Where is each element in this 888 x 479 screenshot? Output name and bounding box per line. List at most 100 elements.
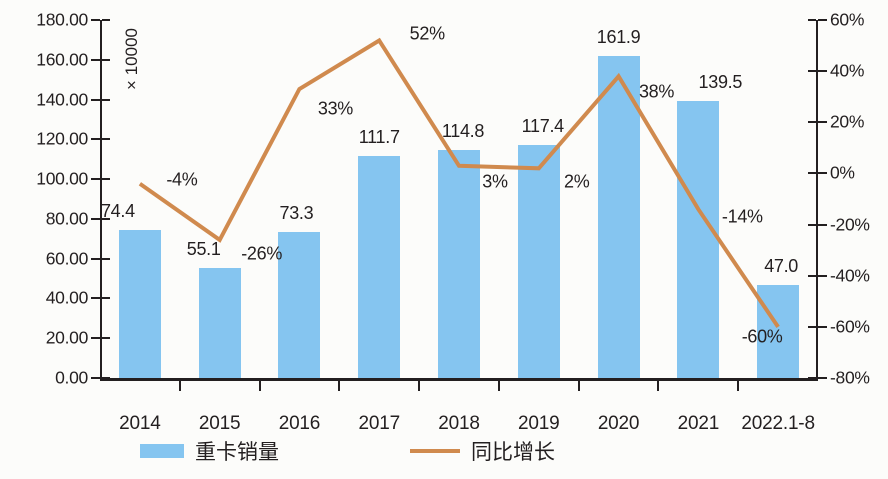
y-axis-left-tick [91,19,100,21]
line-value-label: 38% [638,81,675,102]
y-axis-left-label: 60.00 [45,248,89,269]
bar-value-label: 114.8 [441,120,485,141]
y-axis-left-label: 0.00 [55,367,88,388]
bar-value-label: 73.3 [279,203,314,224]
y-axis-right-tick-inner [808,377,816,379]
y-axis-right-tick [818,377,827,379]
y-axis-right-tick-inner [808,325,816,328]
bar-value-label: 111.7 [358,126,400,147]
line-value-label: 2% [564,171,590,192]
bar[interactable] [118,230,161,378]
y-axis-left-label: 160.00 [36,49,88,70]
x-axis-tick [178,381,181,391]
y-axis-right-line [816,20,818,381]
line-value-label: -14% [721,206,763,227]
y-axis-left-tick [91,178,100,181]
line-value-label: 3% [482,171,508,192]
bar[interactable] [358,155,401,378]
bar-value-label: 55.1 [186,239,221,260]
bar[interactable] [677,100,720,378]
y-axis-right-tick [818,70,827,73]
x-axis-tick [338,381,341,391]
y-axis-left-tick-inner [102,138,110,141]
bar-value-label: 74.4 [100,201,135,222]
line-series [138,37,780,329]
bar-value-label: 117.4 [521,115,565,136]
line-value-label: -26% [241,243,283,264]
y-axis-right-tick [818,121,827,124]
line-value-label: -60% [741,326,783,347]
y-axis-left-tick-inner [102,257,110,260]
y-axis-right-label: -20% [830,214,870,235]
y-axis-left-tick-inner [102,217,110,220]
x-axis-tick [497,381,500,391]
x-axis-tick-label: 2017 [358,413,400,434]
bar[interactable] [517,144,560,378]
bar[interactable] [278,232,321,378]
line-value-label: 33% [317,98,354,119]
bar-value-label: 139.5 [698,71,743,92]
bar[interactable] [438,149,480,378]
x-axis-tick-label: 2014 [119,413,161,434]
legend-swatch-bar-icon [140,444,184,458]
bar-value-label: 47.0 [764,255,799,276]
x-axis-tick-label: 2016 [278,413,321,434]
x-axis-tick [418,381,421,391]
y-axis-right-label: -80% [830,367,870,388]
legend-label-bar: 重卡销量 [195,440,279,464]
chart-legend: 重卡销量 同比增长 [0,432,888,472]
y-axis-right-tick [818,19,827,21]
y-axis-left-tick-inner [102,58,110,61]
bar-value-label: 161.9 [596,26,641,47]
y-axis-right-tick-inner [808,172,816,175]
y-axis-right-tick-inner [808,274,816,277]
bar[interactable] [198,268,241,378]
legend-swatch-line-icon [410,449,460,453]
bar[interactable] [597,56,640,378]
growth-line-path [138,37,780,329]
y-axis-left-label: 100.00 [36,168,88,189]
y-axis-left-label: 40.00 [45,287,89,308]
y-axis-left-tick [91,58,100,61]
x-axis-tick-label: 2022.1-8 [741,413,815,434]
y-axis-left-line [100,20,102,381]
y-axis-left-tick [91,337,100,340]
y-axis-right-label: 60% [830,9,865,30]
y-axis-left-label: 140.00 [36,89,88,110]
y-axis-right-label: -40% [830,265,870,286]
y-axis-left-tick-inner [102,297,110,300]
x-axis-line [100,378,818,381]
legend-item-line[interactable]: 同比增长 [410,436,555,466]
y-axis-left-label: 120.00 [36,128,88,149]
x-axis-tick [577,381,580,391]
y-axis-left-tick [91,297,100,300]
y-axis-right-tick [818,274,827,277]
x-axis-tick-label: 2019 [518,413,560,434]
x-axis-tick-label: 2015 [198,413,241,434]
y-axis-left-tick [91,98,100,101]
plot-area: ×10000 0.00 20.00 40.00 60.00 80.00 100.00 120… [36,10,870,435]
y-axis-right-tick [818,223,827,226]
y-axis-left-label: 20.00 [45,327,89,348]
y-axis-left-label: 80.00 [45,208,89,229]
y-axis-left-tick [91,257,100,260]
y-axis-right-tick-inner [808,70,816,73]
y-axis-right-label: 40% [830,60,865,81]
x-axis-tick-label: 2021 [677,413,720,434]
x-axis-tick [737,381,740,391]
y-axis-left-tick-inner [102,19,110,21]
x-axis-tick [258,381,261,391]
y-axis-left-tick-inner [102,337,110,340]
x-axis-tick [657,381,660,391]
legend-item-bar[interactable]: 重卡销量 [140,436,279,466]
y-axis-left-tick-inner [102,377,110,379]
y-axis-right-tick-inner [808,223,816,226]
y-axis-left-label: 180.00 [36,9,88,30]
bar[interactable] [757,284,800,378]
y-axis-right-tick [818,172,827,175]
line-value-label: 52% [409,23,445,44]
y-axis-right-tick-inner [808,19,816,21]
line-value-label: -4% [166,169,198,190]
x-axis-tick-label: 2018 [438,413,480,434]
